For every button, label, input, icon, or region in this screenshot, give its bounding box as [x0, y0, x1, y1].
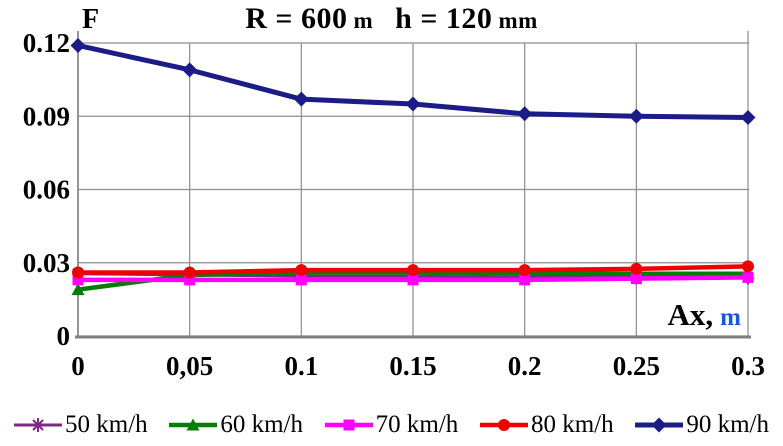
legend-label: 80 km/h	[530, 411, 614, 438]
marker-asterisk	[32, 419, 44, 431]
plot-area: 0 0.03 0.06 0.09 0.12 0 0,05 0.1 0.15 0.2 0.25 0.3	[23, 28, 765, 381]
legend-item-60kmh: 60 km/h	[169, 411, 303, 439]
x-tick-label: 0.25	[613, 351, 660, 381]
y-tick-label: 0.09	[23, 101, 70, 131]
x-axis-title-main: Ax,	[667, 297, 714, 332]
marker-diamond	[182, 62, 198, 78]
x-tick-label: 0,05	[166, 351, 213, 381]
marker-square	[72, 274, 84, 286]
marker-square	[519, 274, 531, 286]
title-h-value: h = 120	[395, 2, 493, 35]
marker-square	[295, 274, 307, 286]
marker-diamond	[651, 417, 667, 433]
marker-circle	[407, 264, 419, 277]
marker-circle	[183, 266, 196, 279]
marker-square	[343, 419, 355, 431]
title-r-value: R = 600	[245, 2, 348, 35]
legend-label: 70 km/h	[375, 411, 459, 438]
x-tick-label: 0.3	[731, 351, 765, 381]
marker-circle	[497, 419, 510, 431]
marker-square	[184, 274, 196, 286]
legend-marker-asterisk-icon	[14, 418, 62, 432]
legend-marker-circle-icon	[479, 419, 528, 431]
marker-square	[630, 273, 642, 285]
x-axis-title-unit: m	[720, 304, 741, 331]
marker-triangle	[186, 418, 200, 431]
y-tick-label: 0.12	[23, 28, 70, 58]
legend-label: 50 km/h	[65, 411, 148, 438]
legend-label: 90 km/h	[686, 411, 769, 438]
x-tick-label: 0.15	[389, 351, 436, 381]
marker-diamond	[740, 109, 756, 125]
legend-item-80kmh: 80 km/h	[479, 411, 614, 439]
y-axis-title: F	[82, 4, 100, 35]
x-tick-label: 0.2	[508, 351, 542, 381]
marker-circle	[72, 266, 84, 279]
marker-circle	[742, 260, 754, 273]
marker-diamond	[405, 96, 421, 112]
marker-circle	[295, 264, 308, 277]
legend-label: 60 km/h	[220, 411, 303, 438]
title-h-unit: mm	[498, 8, 538, 33]
chart-title: R = 600 m h = 120 mm	[0, 2, 783, 36]
marker-circle	[630, 262, 643, 275]
legend-item-50kmh: 50 km/h	[14, 411, 148, 439]
y-tick-label: 0.06	[23, 175, 70, 205]
marker-circle	[518, 264, 531, 277]
marker-square	[742, 271, 754, 283]
marker-diamond	[628, 108, 644, 124]
x-tick-label: 0.1	[284, 351, 318, 381]
legend-item-90kmh: 90 km/h	[635, 411, 769, 439]
marker-diamond	[293, 91, 309, 107]
chart-legend: 50 km/h 60 km/h 70 km/h 80 km/h 90 km/h	[0, 406, 783, 444]
x-axis-title: Ax, m	[668, 297, 741, 333]
marker-diamond	[517, 106, 533, 122]
legend-marker-square-icon	[324, 419, 373, 431]
marker-triangle	[71, 283, 85, 296]
marker-square	[407, 274, 419, 286]
legend-marker-triangle-icon	[169, 418, 218, 431]
y-tick-label: 0.03	[23, 248, 70, 278]
y-tick-label: 0	[57, 321, 71, 351]
title-r-unit: m	[353, 8, 374, 33]
x-tick-label: 0	[71, 351, 85, 381]
legend-marker-diamond-icon	[635, 417, 684, 433]
marker-diamond	[70, 37, 86, 53]
legend-item-70kmh: 70 km/h	[324, 411, 459, 439]
